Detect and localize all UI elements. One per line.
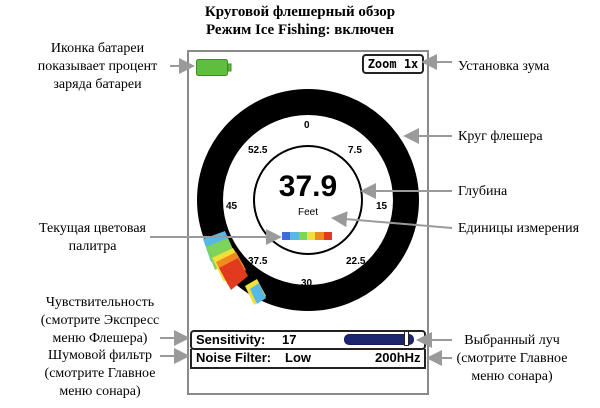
- color-palette-bar: [282, 232, 332, 240]
- dial-tick-37-5: 37.5: [248, 256, 268, 267]
- sonar-returns: [203, 231, 266, 305]
- sensitivity-slider[interactable]: [344, 334, 414, 345]
- depth-units: Feet: [297, 207, 318, 218]
- dial-tick-45: 45: [226, 201, 238, 212]
- dial-tick-15: 15: [376, 201, 388, 212]
- page-title: Круговой флешерный обзор: [204, 4, 396, 20]
- sensitivity-slider-handle[interactable]: [403, 331, 409, 346]
- callout-palette: Текущая цветовая палитра: [38, 221, 147, 254]
- sensitivity-value: 17: [282, 332, 297, 347]
- dial-tick-52-5: 52.5: [248, 145, 268, 156]
- page-subtitle: Режим Ice Fishing: включен: [205, 22, 395, 38]
- callout-units: Единицы измерения: [458, 221, 580, 236]
- dial-tick-22-5: 22.5: [346, 256, 366, 267]
- dial-tick-30: 30: [301, 278, 313, 289]
- dial-tick-0: 0: [304, 120, 310, 131]
- sensitivity-row[interactable]: Sensitivity: 17: [190, 330, 426, 350]
- depth-readout: 37.9: [278, 170, 338, 203]
- callout-noise-filter: Шумовой фильтр (смотрите Главное меню сона…: [44, 348, 156, 399]
- callout-beam: Выбранный луч (смотрите Главное меню сонар…: [456, 333, 568, 384]
- noise-filter-value: Low: [285, 350, 311, 365]
- callout-depth: Глубина: [458, 184, 508, 199]
- battery-icon: [196, 59, 232, 76]
- noise-filter-label: Noise Filter:: [196, 350, 272, 365]
- callout-sensitivity: Чувствительность (смотрите Экспресс меню Ф…: [40, 295, 160, 346]
- callout-zoom: Установка зума: [458, 59, 550, 74]
- dial-tick-7-5: 7.5: [348, 145, 362, 156]
- sensitivity-label: Sensitivity:: [196, 332, 266, 347]
- beam-frequency: 200hHz: [375, 350, 421, 365]
- callout-ring: Круг флешера: [458, 129, 543, 144]
- callout-battery: Иконка батареи показывает процент заряда б…: [37, 41, 158, 92]
- noise-filter-row[interactable]: Noise Filter: Low 200hHz: [190, 349, 426, 369]
